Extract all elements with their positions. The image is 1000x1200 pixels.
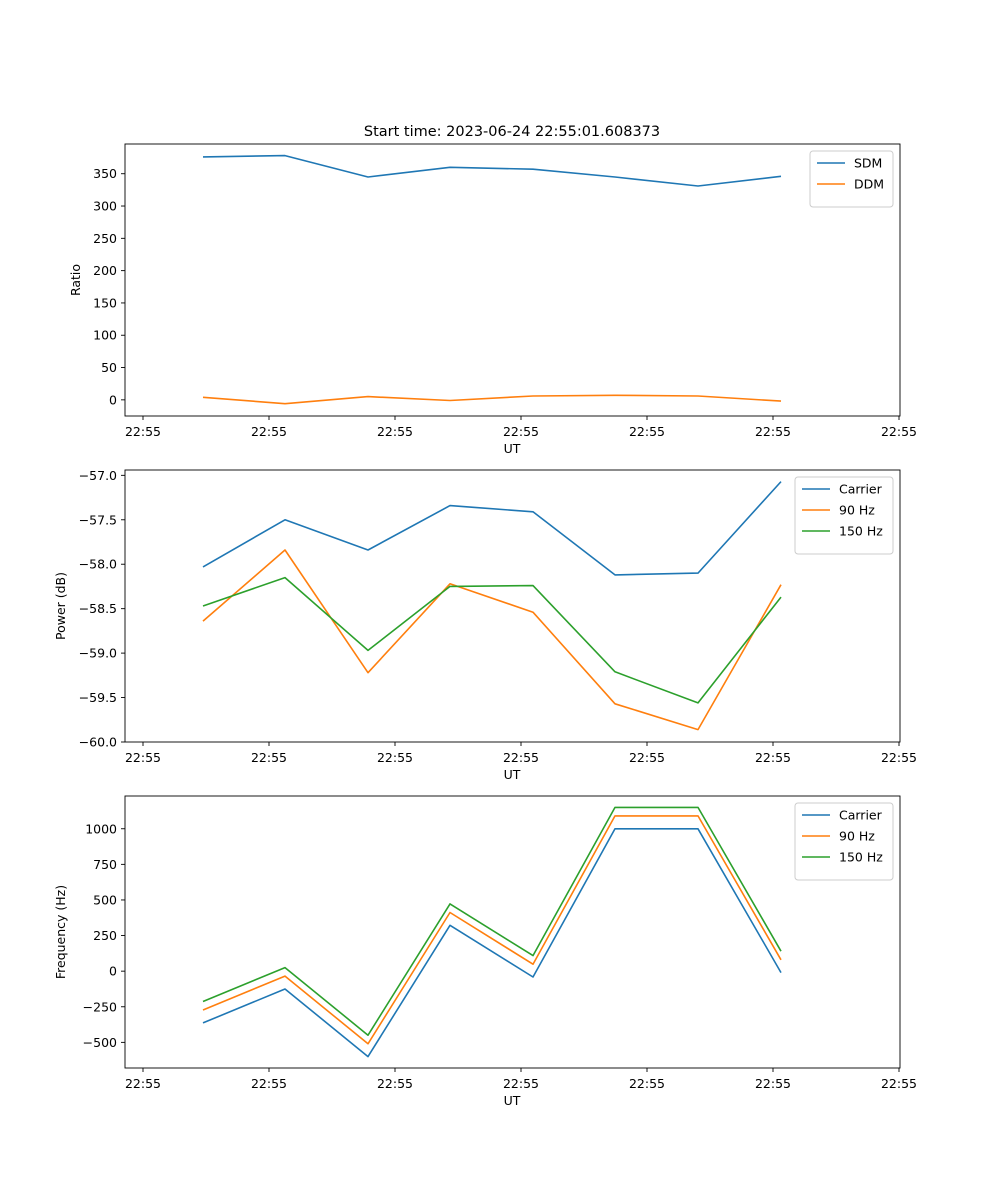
series-line-90-hz [202,815,782,1045]
x-axis-label: UT [504,441,521,456]
x-tick-label: 22:55 [881,424,917,439]
y-tick-label: −59.0 [79,646,117,661]
legend-label: 150 Hz [839,524,883,539]
y-tick-label: −58.0 [79,557,117,572]
y-tick-label: 150 [93,295,117,310]
x-tick-label: 22:55 [881,750,917,765]
plot-frame [124,469,901,743]
legend-box [809,150,894,208]
y-tick-label: −59.5 [79,690,117,705]
x-tick-label: 22:55 [377,750,413,765]
y-tick-label: 250 [93,928,117,943]
x-tick-label: 22:55 [125,424,161,439]
y-tick-label: 1000 [85,821,117,836]
x-tick-label: 22:55 [377,424,413,439]
legend-label: 90 Hz [839,503,875,518]
y-tick-label: 200 [93,263,117,278]
x-tick-label: 22:55 [251,424,287,439]
y-tick-label: 100 [93,328,117,343]
series-line-150-hz [202,806,782,1036]
chart-panel-1: 0 50 100 150 200 250 300 350 22:55 22:55 22:55 22:5… [68,143,917,456]
y-tick-label: −57.5 [79,512,117,527]
chart-title: Start time: 2023-06-24 22:55:01.608373 [364,124,660,140]
y-tick-label: 750 [93,857,117,872]
x-tick-label: 22:55 [503,750,539,765]
chart-panel-3: −500 −250 0 250 500 750 1000 22:55 22:55 22:55 22:… [53,795,917,1108]
y-tick-label: 0 [109,392,117,407]
y-axis-label: Frequency (Hz) [53,885,68,979]
plot-frame [124,143,901,417]
x-tick-label: 22:55 [629,424,665,439]
x-tick-label: 22:55 [503,424,539,439]
legend: Carrier 90 Hz 150 Hz [794,476,894,555]
y-axis-label: Power (dB) [53,572,68,640]
x-tick-label: 22:55 [629,750,665,765]
x-tick-label: 22:55 [503,1076,539,1091]
y-axis-label: Ratio [68,264,83,296]
legend: SDM DDM [809,150,894,208]
plot-frame [124,795,901,1069]
y-tick-label: 50 [101,360,117,375]
legend-label: 90 Hz [839,829,875,844]
y-tick-label: 0 [109,964,117,979]
series-line-carrier [202,481,782,576]
y-tick-label: −60.0 [79,735,117,750]
x-tick-label: 22:55 [125,1076,161,1091]
chart-panel-2: −60.0 −59.5 −59.0 −58.5 −58.0 −57.5 −57.0 22:55… [53,468,917,782]
y-tick-label: −500 [83,1035,117,1050]
legend-box [794,476,894,555]
x-tick-label: 22:55 [881,1076,917,1091]
y-tick-label: 300 [93,199,117,214]
x-tick-label: 22:55 [377,1076,413,1091]
x-tick-label: 22:55 [125,750,161,765]
x-tick-label: 22:55 [755,1076,791,1091]
legend-label: DDM [854,177,884,192]
legend-label: Carrier [839,808,883,823]
series-line-90-hz [202,549,782,731]
x-tick-label: 22:55 [629,1076,665,1091]
y-tick-label: 350 [93,166,117,181]
x-tick-label: 22:55 [755,424,791,439]
y-tick-label: 250 [93,231,117,246]
series-line-sdm [202,154,782,187]
legend-box [794,802,894,881]
x-tick-label: 22:55 [251,1076,287,1091]
x-axis-label: UT [504,1093,521,1108]
x-tick-label: 22:55 [755,750,791,765]
legend-label: SDM [854,156,882,171]
y-tick-label: −250 [83,999,117,1014]
series-line-carrier [202,827,782,1058]
legend-label: Carrier [839,482,883,497]
x-tick-label: 22:55 [251,750,287,765]
legend: Carrier 90 Hz 150 Hz [794,802,894,881]
y-tick-label: −57.0 [79,468,117,483]
series-line-ddm [202,394,782,405]
y-tick-label: 500 [93,892,117,907]
x-axis-label: UT [504,767,521,782]
y-tick-label: −58.5 [79,601,117,616]
series-line-150-hz [202,576,782,704]
legend-label: 150 Hz [839,850,883,865]
